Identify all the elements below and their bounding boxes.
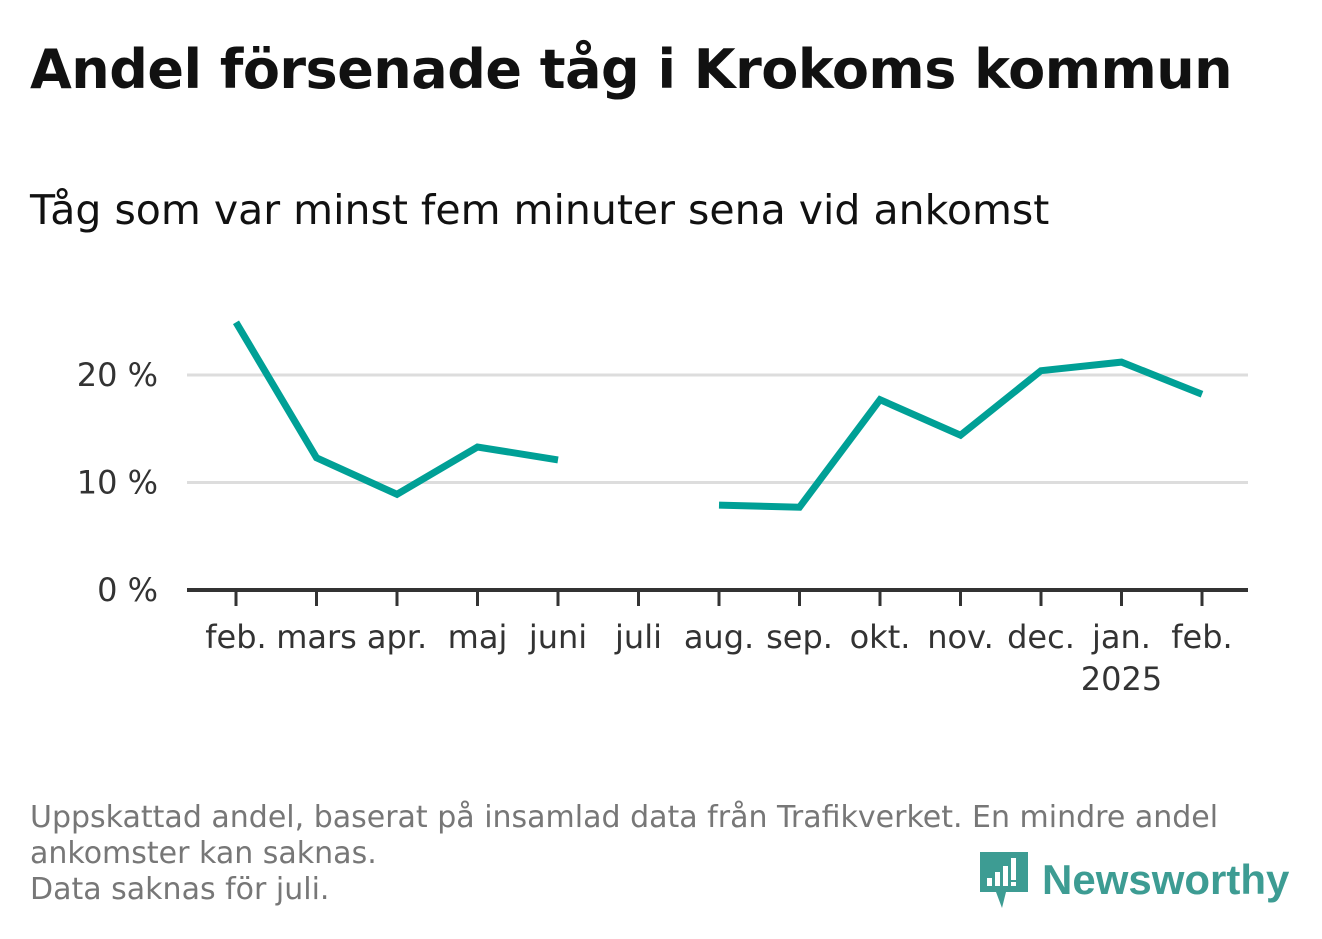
x-axis — [187, 588, 1248, 606]
x-axis-labels: feb. mars apr. maj juni juli aug. sep. okt. nov. d… — [205, 618, 1232, 698]
y-tick-label: 0 % — [97, 571, 158, 609]
line-chart: 0 % 10 % 20 % feb. mars apr. maj juni juli aug. s… — [77, 320, 1248, 698]
x-tick-label: apr. — [367, 618, 427, 656]
x-year-label: 2025 — [1081, 660, 1162, 698]
chart-title: Andel försenade tåg i Krokoms kommun — [30, 38, 1233, 101]
gridlines — [187, 373, 1248, 484]
footnote: Uppskattad andel, baserat på insamlad da… — [30, 800, 1219, 908]
x-tick-label: maj — [448, 618, 508, 656]
newsworthy-logo-icon — [980, 852, 1028, 908]
series-line — [232, 320, 559, 499]
brand-name: Newsworthy — [1042, 856, 1290, 903]
x-tick-label: feb. — [205, 618, 266, 656]
x-tick-label: mars — [276, 618, 357, 656]
x-tick-label: nov. — [927, 618, 993, 656]
footnote-line: Data saknas för juli. — [30, 872, 330, 907]
x-tick-label: sep. — [766, 618, 833, 656]
series-line — [718, 358, 1204, 511]
x-tick-label: dec. — [1007, 618, 1075, 656]
footnote-line: Uppskattad andel, baserat på insamlad da… — [30, 800, 1219, 835]
chart-subtitle: Tåg som var minst fem minuter sena vid a… — [30, 186, 1050, 234]
data-series — [232, 320, 1204, 511]
x-tick-label: feb. — [1171, 618, 1232, 656]
x-tick-label: okt. — [850, 618, 911, 656]
x-tick-label: juni — [528, 618, 587, 656]
footnote-line: ankomster kan saknas. — [30, 836, 377, 871]
x-tick-label: aug. — [684, 618, 754, 656]
x-tick-label: juli — [614, 618, 662, 656]
brand-logo: Newsworthy — [980, 850, 1289, 910]
x-tick-label: jan. — [1091, 618, 1151, 656]
y-tick-label: 20 % — [77, 356, 158, 394]
y-axis-labels: 0 % 10 % 20 % — [77, 356, 158, 609]
y-tick-label: 10 % — [77, 464, 158, 502]
